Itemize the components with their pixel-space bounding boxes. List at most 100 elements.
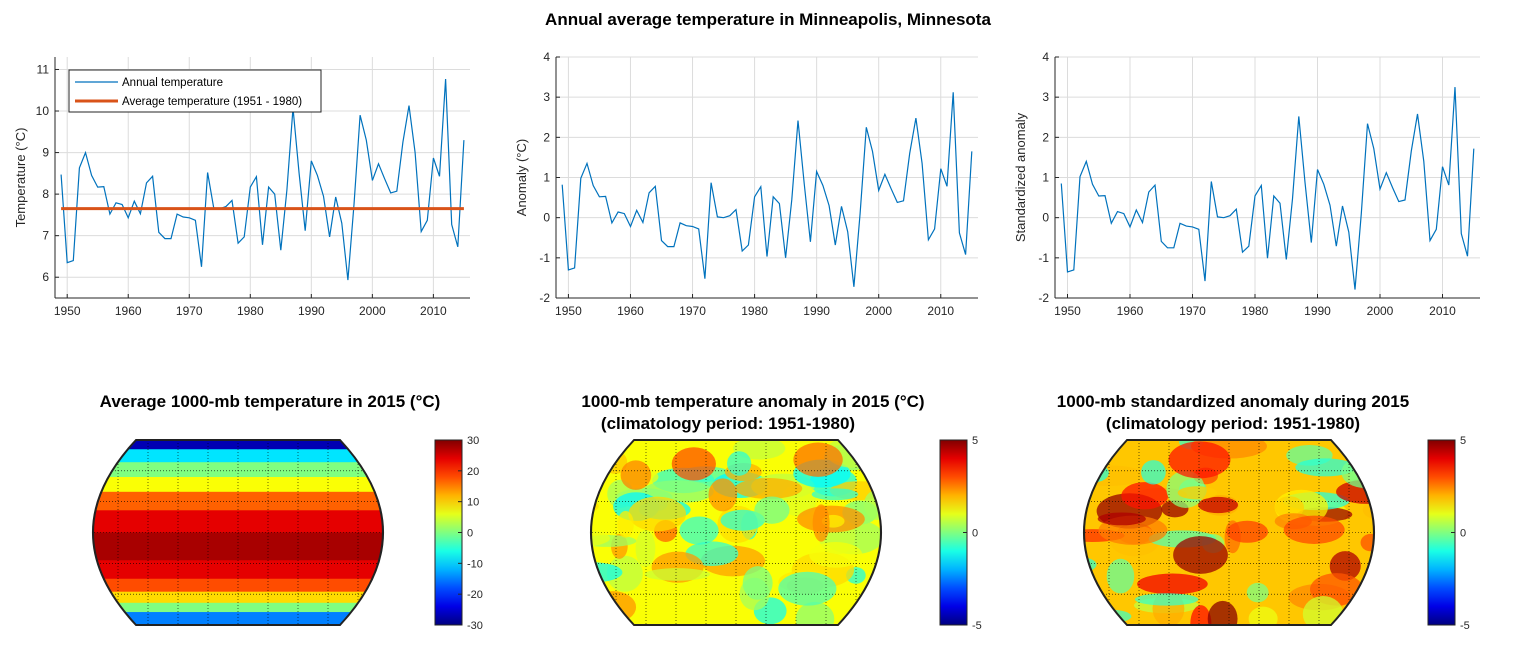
colorbar-tick-label: -5 <box>972 620 982 632</box>
temperature-band <box>93 602 383 614</box>
anomaly-blob <box>679 516 719 545</box>
anomaly-blob <box>1369 558 1374 593</box>
temperature-band <box>93 449 383 464</box>
y-tick-label: 7 <box>42 229 49 243</box>
colorbar-tick-label: 5 <box>972 435 978 447</box>
anomaly-blob <box>1141 460 1166 485</box>
anomaly-blob <box>628 496 687 532</box>
anomaly-blob <box>1248 606 1278 625</box>
anomaly-blob <box>727 451 752 476</box>
x-tick-label: 1950 <box>1054 304 1081 318</box>
anomaly-blob <box>809 541 863 568</box>
legend-label: Annual temperature <box>122 77 223 89</box>
anomaly-blob <box>1034 545 1075 582</box>
y-tick-label: 3 <box>1042 90 1049 104</box>
anomaly-blob <box>617 510 634 538</box>
anomaly-blob <box>754 496 790 524</box>
map3-title-line1: 1000-mb standardized anomaly during 2015 <box>1056 392 1410 411</box>
legend-label: Average temperature (1951 - 1980) <box>122 96 302 108</box>
colorbar-tick-label: 0 <box>1460 528 1466 540</box>
anomaly-blob <box>865 581 881 592</box>
anomaly-blob <box>1379 466 1403 500</box>
temperature-band <box>93 612 383 625</box>
series-line <box>561 92 973 287</box>
figure-title: Annual average temperature in Minneapoli… <box>545 10 991 29</box>
x-tick-label: 2010 <box>1429 304 1456 318</box>
anomaly-blob <box>671 447 716 481</box>
anomaly-blob <box>1274 496 1305 519</box>
x-tick-label: 1950 <box>555 304 582 318</box>
anomaly-blob <box>1366 563 1374 575</box>
map-frame <box>590 439 882 626</box>
anomaly-blob <box>1246 582 1269 603</box>
anomaly-blob <box>591 529 610 548</box>
y-tick-label: -1 <box>1038 251 1049 265</box>
y-tick-label: -2 <box>1038 291 1049 305</box>
x-tick-label: 2000 <box>1367 304 1394 318</box>
temperature-line-chart: 1950 1960 1970 1980 1990 2000 2010 6 7 8 9 10 11 Temp… <box>13 57 470 318</box>
colorbar <box>939 439 968 626</box>
map1-title: Average 1000-mb temperature in 2015 (°C) <box>99 392 441 411</box>
map-field <box>1034 440 1403 625</box>
anomaly-blob <box>1173 536 1228 574</box>
anomaly-blob <box>1121 482 1169 510</box>
anomaly-line-chart: 1950 1960 1970 1980 1990 2000 2010 -2 -1 0 1 2 3 4 Ano… <box>514 50 978 318</box>
y-tick-label: 6 <box>42 270 49 284</box>
anomaly-blob <box>591 562 623 583</box>
x-tick-label: 1980 <box>1242 304 1269 318</box>
temperature-band <box>93 578 383 593</box>
x-tick-label: 1980 <box>741 304 768 318</box>
y-tick-label: -1 <box>539 251 550 265</box>
anomaly-blob <box>1084 477 1087 489</box>
map-frame <box>92 439 384 626</box>
series-line <box>60 78 465 281</box>
y-tick-label: 2 <box>543 130 550 144</box>
anomaly-blob <box>1056 561 1082 572</box>
y-axis-label: Standardized anomaly <box>1013 112 1028 242</box>
colorbar-tick-label: -10 <box>467 558 483 570</box>
anomaly-map: 5 0 -5 <box>590 435 982 632</box>
series-line <box>1060 87 1475 290</box>
colorbar-tick-label: -5 <box>1460 620 1470 632</box>
anomaly-blob <box>812 504 830 542</box>
legend-box <box>68 69 322 113</box>
y-tick-label: 0 <box>543 211 550 225</box>
x-tick-label: 1970 <box>679 304 706 318</box>
y-tick-label: 1 <box>1042 171 1049 185</box>
y-tick-label: 10 <box>36 104 50 118</box>
y-axis-label: Temperature (°C) <box>13 128 28 228</box>
anomaly-blob <box>644 568 710 581</box>
x-tick-label: 1980 <box>237 304 264 318</box>
colorbar <box>1427 439 1456 626</box>
y-tick-label: 1 <box>543 171 550 185</box>
x-tick-label: 1990 <box>298 304 325 318</box>
x-tick-label: 1950 <box>54 304 81 318</box>
anomaly-blob <box>811 488 859 501</box>
temperature-band <box>93 591 383 604</box>
colorbar-tick-label: 5 <box>1460 435 1466 447</box>
temperature-band <box>93 532 383 562</box>
anomaly-blob <box>1097 512 1146 526</box>
anomaly-blob <box>1361 597 1374 622</box>
y-tick-label: 9 <box>42 146 49 160</box>
temperature-band <box>93 440 383 451</box>
y-tick-label: 8 <box>42 187 49 201</box>
anomaly-blob <box>1090 609 1132 623</box>
y-tick-label: 4 <box>543 50 550 64</box>
y-tick-label: 3 <box>543 90 550 104</box>
colorbar-tick-label: 20 <box>467 466 479 478</box>
anomaly-blob <box>606 555 643 592</box>
map2-title-line2: (climatology period: 1951-1980) <box>600 414 856 433</box>
anomaly-blob <box>1363 590 1374 619</box>
anomaly-blob <box>1373 440 1374 476</box>
anomaly-blob <box>1137 573 1208 595</box>
map-frame <box>1083 439 1375 626</box>
anomaly-blob <box>1168 441 1231 479</box>
y-tick-label: 4 <box>1042 50 1049 64</box>
standardized-anomaly-line-chart: 1950 1960 1970 1980 1990 2000 2010 -2 -1 0 1 2 3 4 Sta… <box>1013 50 1480 318</box>
map-field <box>591 440 881 625</box>
anomaly-blob <box>1207 600 1238 625</box>
anomaly-blob <box>795 601 835 625</box>
y-tick-label: 2 <box>1042 130 1049 144</box>
